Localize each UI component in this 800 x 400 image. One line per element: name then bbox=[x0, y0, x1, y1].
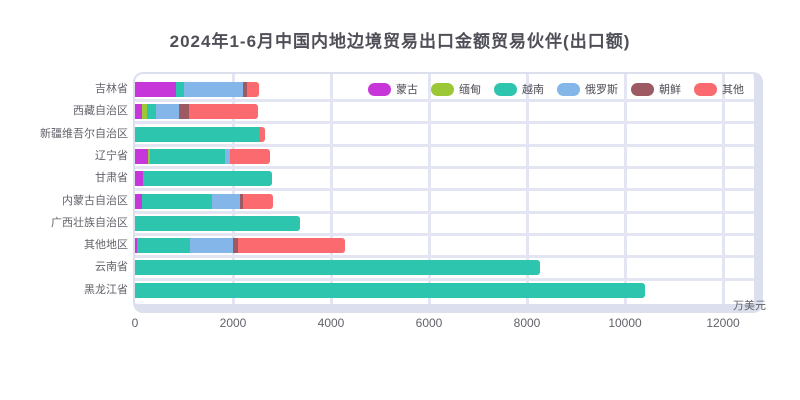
bar-segment-其他[interactable] bbox=[237, 238, 345, 254]
horizontal-gridline bbox=[135, 99, 754, 103]
bar-segment-越南[interactable] bbox=[150, 148, 226, 164]
bar-segment-蒙古[interactable] bbox=[135, 193, 142, 209]
y-axis-label: 黑龙江省 bbox=[84, 283, 128, 296]
bar-segment-其他[interactable] bbox=[247, 82, 260, 97]
legend-swatch-icon bbox=[431, 82, 454, 96]
legend-item-俄罗斯[interactable]: 俄罗斯 bbox=[557, 81, 618, 97]
horizontal-gridline bbox=[135, 232, 754, 236]
horizontal-gridline bbox=[135, 121, 754, 125]
legend-label: 俄罗斯 bbox=[585, 84, 618, 96]
bar-segment-其他[interactable] bbox=[260, 126, 265, 142]
legend-swatch-icon bbox=[557, 82, 580, 96]
legend-item-缅甸[interactable]: 缅甸 bbox=[431, 81, 481, 97]
plot-area: 蒙古 缅甸 越南 俄罗斯 朝鲜 其他 bbox=[133, 72, 763, 313]
bar-segment-越南[interactable] bbox=[146, 104, 157, 120]
y-axis-label: 广西壮族自治区 bbox=[51, 216, 128, 229]
bar-segment-蒙古[interactable] bbox=[135, 104, 142, 120]
x-axis-tick-label: 0 bbox=[131, 316, 139, 330]
bar-segment-其他[interactable] bbox=[230, 148, 270, 164]
legend-swatch-icon bbox=[631, 82, 654, 96]
y-axis-label: 其他地区 bbox=[84, 239, 128, 252]
bar-segment-蒙古[interactable] bbox=[135, 82, 177, 97]
bar-segment-俄罗斯[interactable] bbox=[211, 193, 240, 209]
y-axis-label: 甘肃省 bbox=[95, 172, 128, 185]
x-axis-tick-label: 6000 bbox=[415, 316, 443, 330]
bar-segment-其他[interactable] bbox=[242, 193, 274, 209]
legend-label: 缅甸 bbox=[459, 84, 481, 96]
legend-swatch-icon bbox=[494, 82, 517, 96]
legend-label: 其他 bbox=[722, 84, 744, 96]
bar-segment-越南[interactable] bbox=[136, 238, 190, 254]
horizontal-gridline bbox=[135, 166, 754, 169]
plot-inner: 蒙古 缅甸 越南 俄罗斯 朝鲜 其他 bbox=[135, 74, 754, 304]
y-axis-label: 西藏自治区 bbox=[73, 105, 128, 118]
x-axis-tick-label: 12000 bbox=[706, 316, 740, 330]
legend-swatch-icon bbox=[694, 82, 717, 96]
bar-segment-蒙古[interactable] bbox=[135, 238, 137, 254]
bar-segment-蒙古[interactable] bbox=[135, 171, 143, 187]
y-axis-label: 云南省 bbox=[95, 261, 128, 274]
y-axis-label: 辽宁省 bbox=[95, 149, 128, 162]
y-axis-label: 内蒙古自治区 bbox=[62, 194, 128, 207]
legend-item-蒙古[interactable]: 蒙古 bbox=[368, 81, 418, 97]
bar-segment-缅甸[interactable] bbox=[141, 104, 147, 120]
x-axis-tick-label: 8000 bbox=[513, 316, 541, 330]
bar-segment-俄罗斯[interactable] bbox=[184, 82, 244, 97]
bar-segment-缅甸[interactable] bbox=[148, 148, 151, 164]
legend-swatch-icon bbox=[368, 82, 391, 96]
legend-item-其他[interactable]: 其他 bbox=[694, 81, 744, 97]
horizontal-gridline bbox=[135, 210, 754, 214]
bar-segment-朝鲜[interactable] bbox=[233, 238, 238, 254]
bar-segment-越南[interactable] bbox=[135, 260, 540, 276]
y-axis-label: 新疆维吾尔自治区 bbox=[40, 127, 128, 140]
bar-segment-其他[interactable] bbox=[188, 104, 259, 120]
bar-segment-蒙古[interactable] bbox=[135, 148, 149, 164]
horizontal-gridline bbox=[135, 255, 754, 259]
legend: 蒙古 缅甸 越南 俄罗斯 朝鲜 其他 bbox=[368, 81, 744, 97]
axis-unit-label: 万美元 bbox=[733, 300, 766, 312]
x-axis-tick-label: 10000 bbox=[608, 316, 642, 330]
bar-segment-越南[interactable] bbox=[135, 282, 645, 298]
bar-segment-越南[interactable] bbox=[135, 215, 301, 231]
chart-title: 2024年1-6月中国内地边境贸易出口金额贸易伙伴(出口额) bbox=[169, 32, 631, 51]
x-axis-tick-label: 4000 bbox=[317, 316, 345, 330]
horizontal-gridline bbox=[135, 143, 754, 147]
legend-item-朝鲜[interactable]: 朝鲜 bbox=[631, 81, 681, 97]
legend-label: 朝鲜 bbox=[659, 84, 681, 96]
bar-segment-朝鲜[interactable] bbox=[179, 104, 189, 120]
x-axis-tick-label: 2000 bbox=[219, 316, 247, 330]
legend-label: 越南 bbox=[522, 84, 544, 96]
y-axis-label: 吉林省 bbox=[95, 83, 128, 95]
legend-item-越南[interactable]: 越南 bbox=[494, 81, 544, 97]
bar-segment-越南[interactable] bbox=[141, 193, 212, 209]
bar-segment-越南[interactable] bbox=[142, 171, 273, 187]
bar-segment-越南[interactable] bbox=[176, 82, 184, 97]
horizontal-gridline bbox=[135, 188, 754, 192]
bar-segment-朝鲜[interactable] bbox=[239, 193, 243, 209]
bar-segment-俄罗斯[interactable] bbox=[225, 148, 231, 164]
horizontal-gridline bbox=[135, 277, 754, 281]
bar-segment-越南[interactable] bbox=[135, 126, 261, 142]
bar-segment-俄罗斯[interactable] bbox=[189, 238, 233, 254]
bar-segment-俄罗斯[interactable] bbox=[156, 104, 180, 120]
legend-label: 蒙古 bbox=[396, 84, 418, 96]
bar-segment-朝鲜[interactable] bbox=[243, 82, 248, 97]
